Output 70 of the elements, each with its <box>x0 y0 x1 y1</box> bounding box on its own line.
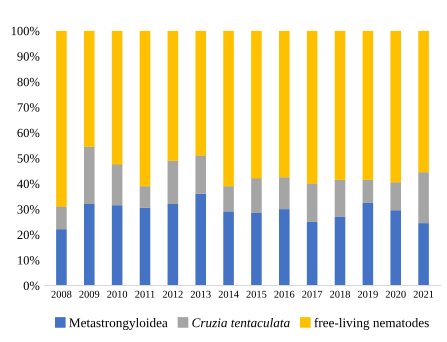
bar <box>140 186 150 208</box>
bar <box>140 30 150 186</box>
bar <box>223 30 234 186</box>
bar <box>362 30 374 180</box>
bar <box>223 212 234 286</box>
bar <box>195 194 206 286</box>
bar <box>84 204 95 286</box>
bar <box>56 206 67 230</box>
x-tick-label: 2016 <box>274 290 294 298</box>
bar <box>306 30 318 184</box>
x-tick-label: 2010 <box>107 290 128 298</box>
bar <box>195 156 206 194</box>
bar <box>84 146 95 204</box>
x-tick-label: 2008 <box>51 290 72 298</box>
bar <box>168 204 178 286</box>
bar <box>84 30 95 147</box>
bar <box>251 178 262 213</box>
bar <box>112 205 122 286</box>
y-tick-label: 60% <box>17 128 40 138</box>
bar <box>362 202 374 286</box>
bar <box>390 182 402 210</box>
bar <box>306 184 318 222</box>
y-tick-label: 0% <box>24 282 40 290</box>
y-tick-label: 50% <box>18 154 40 163</box>
bar <box>56 230 67 286</box>
bar <box>278 30 290 178</box>
x-tick-label: 2020 <box>386 290 406 298</box>
bar <box>418 30 429 172</box>
bar <box>112 164 122 206</box>
y-tick-label: 80% <box>17 78 40 86</box>
y-tick-label: 30% <box>18 205 40 214</box>
x-tick-label: 2021 <box>414 290 434 298</box>
bar <box>390 210 402 286</box>
legend-label: Metastrongyloidea <box>69 318 168 330</box>
x-tick-label: 2017 <box>302 290 322 298</box>
bar <box>390 30 402 182</box>
bar <box>56 30 67 207</box>
bar <box>112 30 122 165</box>
x-tick-label: 2014 <box>218 290 239 298</box>
bar <box>251 212 262 286</box>
bar <box>278 209 290 286</box>
bar <box>168 30 178 161</box>
x-tick-label: 2011 <box>135 290 155 298</box>
legend-label: free-living nematodes <box>314 318 429 330</box>
y-tick-label: 90% <box>17 52 40 61</box>
bar <box>278 177 290 210</box>
y-tick-label: 10% <box>18 256 40 265</box>
bar <box>223 186 234 212</box>
y-tick-label: 70% <box>18 103 40 112</box>
x-tick-label: 2015 <box>246 290 266 298</box>
x-tick-label: 2019 <box>358 290 378 298</box>
bar <box>334 30 346 180</box>
x-tick-label: 2018 <box>330 290 350 298</box>
bar <box>140 208 150 286</box>
bar <box>334 180 346 217</box>
legend-label: Cruzia tentaculata <box>192 318 290 328</box>
x-tick-label: 2009 <box>79 290 100 298</box>
bar <box>334 216 346 286</box>
y-tick-label: 40% <box>17 180 40 188</box>
bar <box>362 180 374 203</box>
bar <box>418 223 429 286</box>
x-tick-label: 2012 <box>162 290 183 298</box>
bar <box>306 222 318 286</box>
y-tick-label: 20% <box>17 230 40 240</box>
bar <box>251 30 262 179</box>
y-tick-label: 100% <box>12 26 40 36</box>
bar <box>418 172 429 224</box>
x-tick-label: 2013 <box>190 290 211 298</box>
bar <box>195 30 206 156</box>
bar <box>168 160 178 204</box>
